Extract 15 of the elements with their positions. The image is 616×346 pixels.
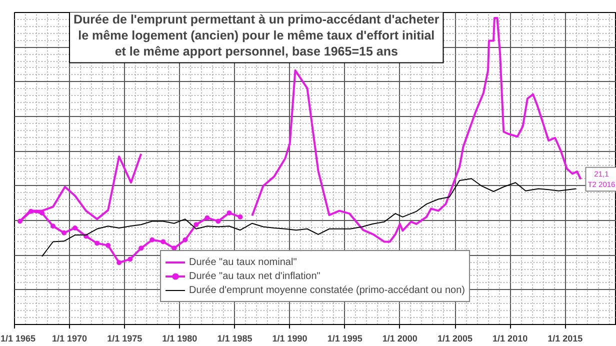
x-tick-label: 1/1 1995 — [327, 334, 362, 344]
x-tick-label: 1/1 1990 — [272, 334, 308, 344]
x-tick-label: 1/1 2015 — [548, 334, 583, 344]
text: Durée de l'emprunt permettant à un primo-accédant d'acheter le même logement (ancien) pour le même taux d'effort initial et le même apport personnel, base 1965=15 ans — [74, 12, 440, 59]
x-tick-label: 1/1 2010 — [492, 334, 528, 344]
x-tick-label: 1/1 2005 — [437, 334, 473, 344]
x-tick-label: 1/1 1985 — [217, 334, 252, 344]
x-tick-label: 1/1 2000 — [382, 334, 418, 344]
x-tick-label: 1/1 1980 — [162, 334, 198, 344]
x-tick-label: 1/1 1965 — [0, 334, 36, 344]
legend-label: Durée "au taux net d'inflation" — [189, 270, 320, 283]
x-tick-label: 1/1 1970 — [52, 334, 88, 344]
x-tick-label: 1/1 1975 — [107, 334, 142, 344]
legend-label: Durée "au taux nominal" — [189, 256, 297, 269]
legend-label: Durée d'emprunt moyenne constatée (primo-accédant ou non) — [189, 284, 465, 297]
